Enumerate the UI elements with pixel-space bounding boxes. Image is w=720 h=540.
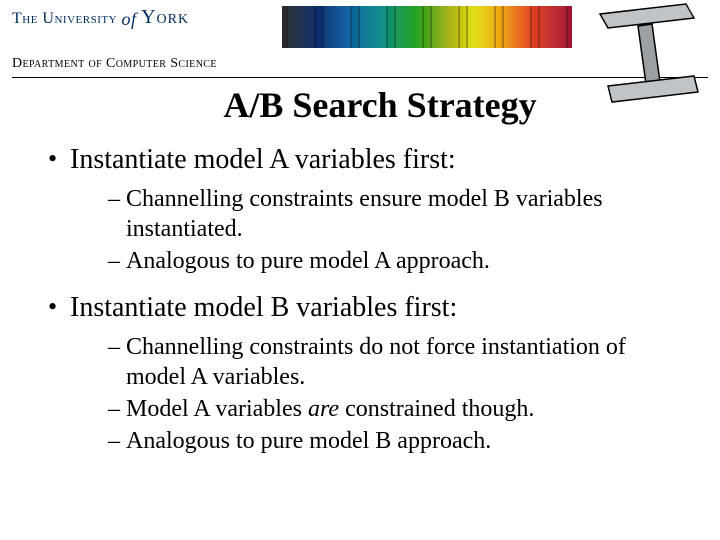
dash-icon: – [108,426,126,456]
sub-b2-pre: Model A variables [126,396,308,422]
dash-icon: – [108,394,126,424]
dash-icon: – [108,246,126,276]
bullet-a-text: Instantiate model A variables first: [70,144,456,176]
bullet-b-text: Instantiate model B variables first: [70,292,457,324]
bullet-b-sublist: – Channelling constraints do not force i… [108,332,672,456]
sub-b2-post: constrained though. [339,396,534,422]
bullet-a-sublist: – Channelling constraints ensure model B… [108,184,672,276]
ibeam-icon [590,0,700,108]
sub-item: – Analogous to pure model A approach. [108,246,672,276]
slide-content: • Instantiate model A variables first: –… [48,144,672,456]
sub-b2-em: are [308,396,339,422]
spectrum-banner [282,6,572,48]
university-prefix: The University [12,10,117,27]
sub-item: – Model A variables are constrained thou… [108,394,672,424]
university-logo: The University of York [12,6,189,30]
sub-item: – Analogous to pure model B approach. [108,426,672,456]
sub-text: Channelling constraints do not force ins… [126,332,672,392]
sub-item: – Channelling constraints ensure model B… [108,184,672,244]
bullet-dot: • [48,292,70,322]
sub-b2: Model A variables are constrained though… [126,394,672,424]
bullet-dot: • [48,144,70,174]
dash-icon: – [108,332,126,392]
bullet-b: • Instantiate model B variables first: [48,292,672,324]
slide-header: The University of York Department of Com… [12,0,708,78]
university-name: York [141,6,189,28]
bullet-a: • Instantiate model A variables first: [48,144,672,176]
university-of: of [122,9,137,29]
sub-text: Analogous to pure model B approach. [126,426,672,456]
sub-item: – Channelling constraints do not force i… [108,332,672,392]
sub-text: Analogous to pure model A approach. [126,246,672,276]
dash-icon: – [108,184,126,244]
sub-text: Channelling constraints ensure model B v… [126,184,672,244]
department-name: Department of Computer Science [12,56,217,72]
